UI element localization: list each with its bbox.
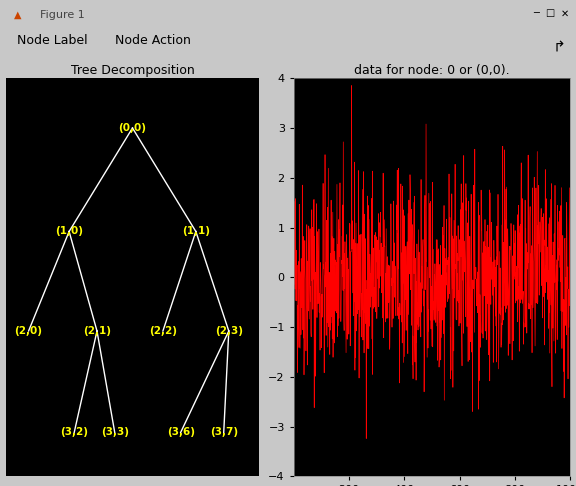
Text: (2,1): (2,1)	[83, 326, 111, 336]
Text: Node Label: Node Label	[17, 34, 88, 47]
Text: (1,1): (1,1)	[182, 226, 210, 237]
Text: (2,0): (2,0)	[14, 326, 43, 336]
Title: data for node: 0 or (0,0).: data for node: 0 or (0,0).	[354, 64, 510, 77]
Text: (3,2): (3,2)	[60, 428, 88, 437]
Text: □: □	[545, 8, 555, 18]
Text: (2,3): (2,3)	[215, 326, 243, 336]
Text: (0,0): (0,0)	[119, 123, 146, 133]
Text: Node Action: Node Action	[115, 34, 191, 47]
Text: (3,6): (3,6)	[166, 428, 195, 437]
Text: ↲: ↲	[549, 35, 562, 50]
Text: ▲: ▲	[14, 10, 22, 20]
Text: (3,3): (3,3)	[101, 428, 129, 437]
Text: (2,2): (2,2)	[149, 326, 177, 336]
Text: ✕: ✕	[560, 8, 569, 18]
Text: (1,0): (1,0)	[55, 226, 83, 237]
Title: Tree Decomposition: Tree Decomposition	[71, 64, 194, 77]
Text: Figure 1: Figure 1	[40, 10, 85, 20]
Text: (3,7): (3,7)	[210, 428, 238, 437]
Text: ─: ─	[533, 8, 539, 18]
